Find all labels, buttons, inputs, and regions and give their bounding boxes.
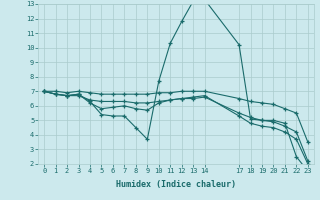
X-axis label: Humidex (Indice chaleur): Humidex (Indice chaleur) — [116, 180, 236, 189]
